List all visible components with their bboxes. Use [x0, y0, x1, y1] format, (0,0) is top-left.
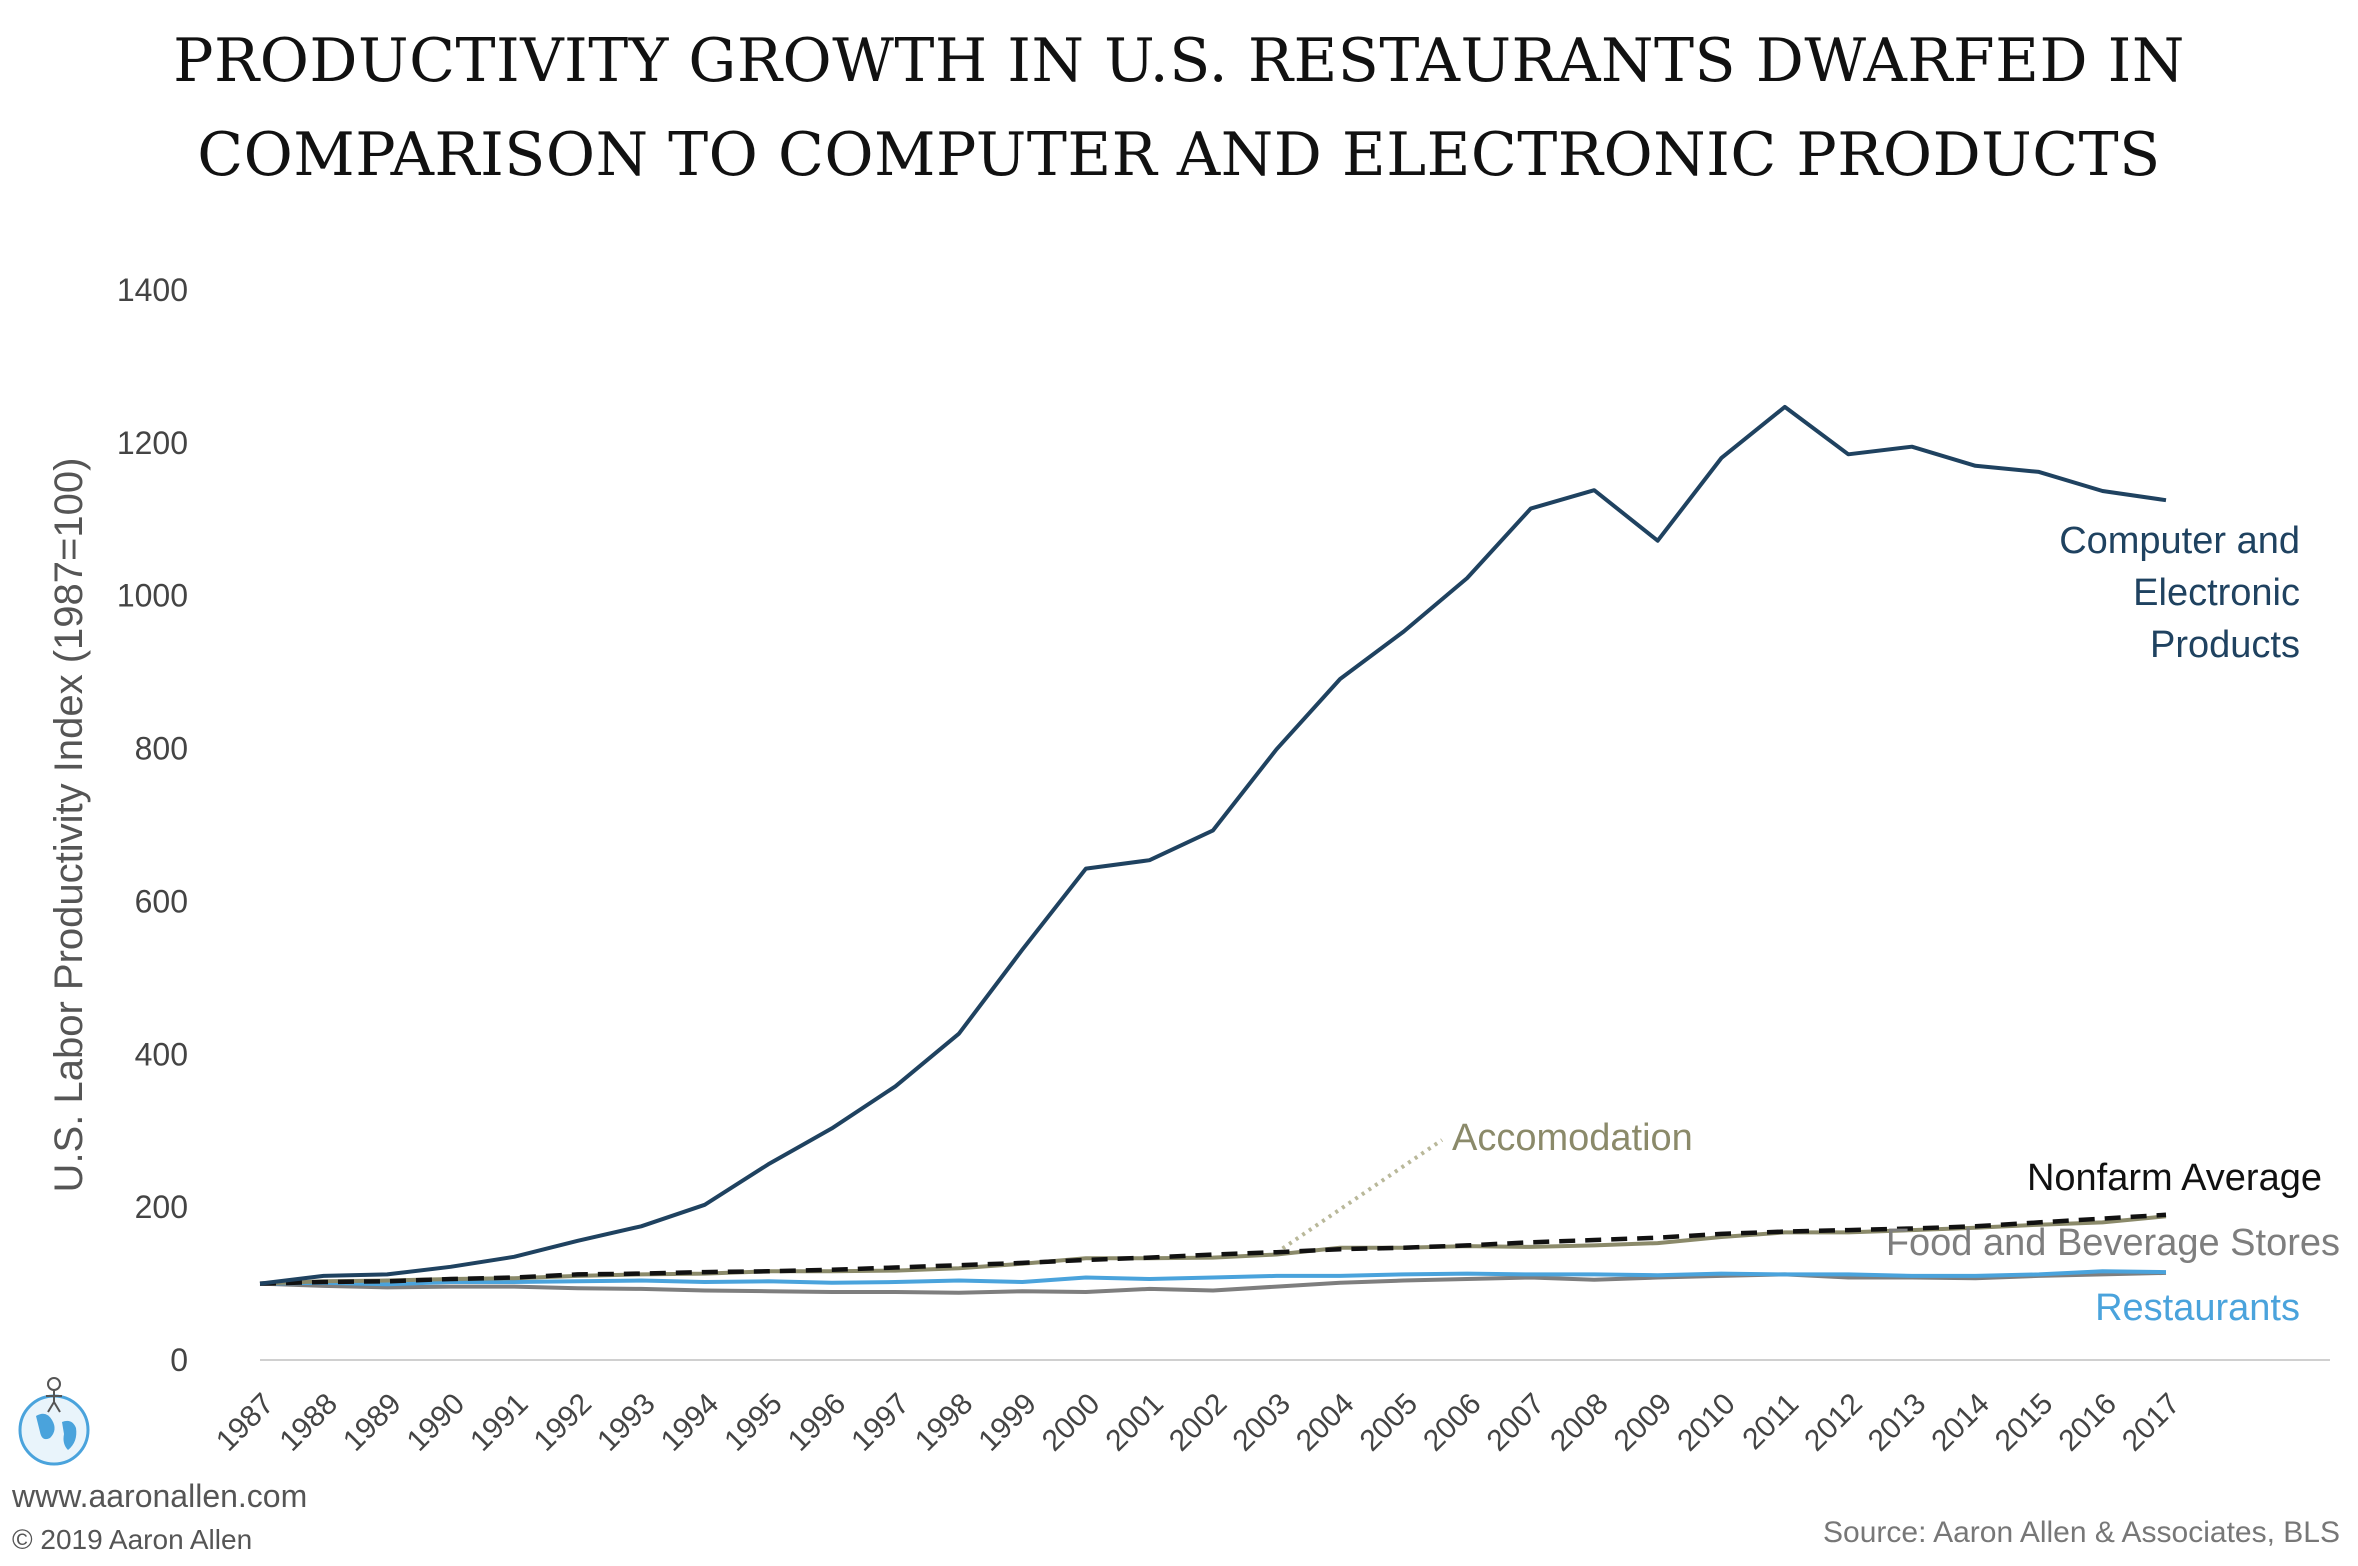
x-tick-label: 2009 — [1608, 1387, 1679, 1458]
x-tick-label: 1992 — [528, 1387, 599, 1458]
series-line-food-and-beverage-stores — [259, 1270, 2167, 1295]
y-axis-label: U.S. Labor Productivity Index (1987=100) — [47, 458, 91, 1193]
x-tick-label: 2014 — [1925, 1387, 1996, 1458]
series-label: Electronic — [2133, 572, 2300, 614]
x-tick-label: 1997 — [845, 1387, 916, 1458]
footer-copyright: © 2019 Aaron Allen — [12, 1524, 253, 1555]
series-line-computer-and-electronic-products — [259, 404, 2167, 1286]
x-tick-label: 1995 — [718, 1387, 789, 1458]
series-label: Accomodation — [1452, 1117, 1693, 1159]
x-tick-label: 2016 — [2052, 1387, 2123, 1458]
y-tick-label: 0 — [170, 1342, 188, 1378]
x-tick-label: 2003 — [1227, 1387, 1298, 1458]
chart-title-line-2: COMPARISON TO COMPUTER AND ELECTRONIC PR… — [197, 120, 2161, 190]
x-tick-label: 2006 — [1417, 1387, 1488, 1458]
series-line-restaurants — [259, 1269, 2167, 1287]
footer-website: www.aaronallen.com — [12, 1478, 308, 1514]
x-tick-label: 2002 — [1163, 1387, 1234, 1458]
x-tick-label: 2010 — [1671, 1387, 1742, 1458]
x-tick-label: 2004 — [1290, 1387, 1361, 1458]
x-tick-label: 1994 — [655, 1387, 726, 1458]
x-tick-label: 2013 — [1862, 1387, 1933, 1458]
x-tick-label: 2007 — [1481, 1387, 1552, 1458]
series-label: Restaurants — [2095, 1287, 2300, 1329]
x-tick-label: 2011 — [1736, 1387, 1805, 1456]
x-tick-label: 1993 — [591, 1387, 662, 1458]
y-tick-label: 1000 — [117, 578, 188, 614]
series-label: Computer and — [2059, 520, 2300, 562]
chart-title-line-1: PRODUCTIVITY GROWTH IN U.S. RESTAURANTS … — [173, 26, 2185, 96]
series-label: Products — [2150, 624, 2300, 666]
x-tick-label: 1988 — [274, 1387, 345, 1458]
x-tick-label: 2000 — [1036, 1387, 1107, 1458]
y-tick-label: 800 — [135, 731, 188, 767]
y-tick-label: 1400 — [117, 272, 188, 308]
x-tick-label: 1987 — [210, 1387, 281, 1458]
x-tick-label: 1999 — [972, 1387, 1043, 1458]
footer-source: Source: Aaron Allen & Associates, BLS — [1823, 1516, 2340, 1549]
y-tick-label: 600 — [135, 883, 188, 919]
x-tick-label: 1996 — [782, 1387, 853, 1458]
x-tick-label: 2005 — [1354, 1387, 1425, 1458]
y-tick-label: 200 — [135, 1189, 188, 1225]
x-tick-label: 2012 — [1798, 1387, 1869, 1458]
globe-logo-icon — [18, 1377, 90, 1466]
chart-title: PRODUCTIVITY GROWTH IN U.S. RESTAURANTS … — [0, 14, 2358, 202]
series-line-nonfarm-average — [259, 1212, 2167, 1286]
series-label: Food and Beverage Stores — [1886, 1222, 2340, 1264]
x-tick-label: 2017 — [2116, 1387, 2187, 1458]
y-tick-label: 1200 — [117, 425, 188, 461]
x-tick-label: 1991 — [464, 1387, 535, 1458]
x-tick-label: 1989 — [337, 1387, 408, 1458]
x-tick-label: 2008 — [1544, 1387, 1615, 1458]
accomodation-leader-line — [1281, 1138, 1444, 1251]
x-tick-label: 2015 — [1989, 1387, 2060, 1458]
x-tick-label: 2001 — [1099, 1387, 1170, 1458]
series-label: Nonfarm Average — [2027, 1157, 2322, 1199]
x-tick-label: 1990 — [401, 1387, 472, 1458]
x-tick-label: 1998 — [909, 1387, 980, 1458]
y-tick-label: 400 — [135, 1036, 188, 1072]
